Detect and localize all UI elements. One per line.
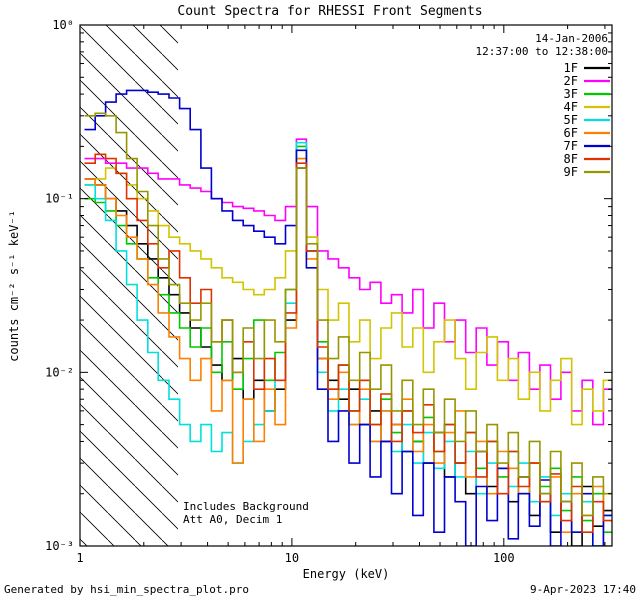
legend-label-9F: 9F xyxy=(564,165,578,179)
legend-label-1F: 1F xyxy=(564,61,578,75)
series-8F xyxy=(84,153,612,533)
axis-ticks xyxy=(79,24,612,547)
legend-entry-8F: 8F xyxy=(564,152,610,166)
footer-generator-credit: Generated by hsi_min_spectra_plot.pro xyxy=(4,583,249,596)
y-tick-label-2: 10⁻² xyxy=(45,365,74,379)
legend-entry-5F: 5F xyxy=(564,113,610,127)
y-axis-label: counts cm⁻² s⁻¹ keV⁻¹ xyxy=(7,210,21,362)
legend-entry-1F: 1F xyxy=(564,61,610,75)
series-9F xyxy=(84,112,612,517)
y-tick-label-1: 10⁻¹ xyxy=(45,192,74,206)
observation-time-range: 12:37:00 to 12:38:00 xyxy=(476,45,608,58)
x-tick-label-100: 100 xyxy=(493,551,515,565)
series-4F xyxy=(84,157,612,426)
legend-label-8F: 8F xyxy=(564,152,578,166)
legend-label-5F: 5F xyxy=(564,113,578,127)
legend-label-4F: 4F xyxy=(564,100,578,114)
axis-tick-labels: 1 10 100 10⁰ 10⁻¹ 10⁻² 10⁻³ xyxy=(45,18,515,565)
plot-frame xyxy=(79,24,613,547)
annotation-attenuator-state: Att A0, Decim 1 xyxy=(183,513,282,526)
legend-entry-7F: 7F xyxy=(564,139,610,153)
legend-label-6F: 6F xyxy=(564,126,578,140)
legend-entry-4F: 4F xyxy=(564,100,610,114)
spectra-series-group xyxy=(84,89,612,546)
legend-label-3F: 3F xyxy=(564,87,578,101)
x-tick-label-10: 10 xyxy=(285,551,299,565)
hatched-low-energy-region xyxy=(80,25,178,546)
series-2F xyxy=(84,138,612,426)
legend-label-2F: 2F xyxy=(564,74,578,88)
series-7F xyxy=(84,89,612,546)
observation-date: 14-Jan-2006 xyxy=(535,32,608,45)
y-tick-label-0: 10⁰ xyxy=(52,18,74,32)
legend-entry-9F: 9F xyxy=(564,165,610,179)
legend-entry-6F: 6F xyxy=(564,126,610,140)
legend-label-7F: 7F xyxy=(564,139,578,153)
y-tick-label-3: 10⁻³ xyxy=(45,539,74,553)
legend-entry-2F: 2F xyxy=(564,74,610,88)
x-axis-label: Energy (keV) xyxy=(303,567,390,581)
footer-plot-datetime: 9-Apr-2023 17:40 xyxy=(530,583,636,596)
legend-entry-3F: 3F xyxy=(564,87,610,101)
x-tick-label-1: 1 xyxy=(76,551,83,565)
annotation-includes-background: Includes Background xyxy=(183,500,309,513)
chart-title: Count Spectra for RHESSI Front Segments xyxy=(177,4,482,19)
